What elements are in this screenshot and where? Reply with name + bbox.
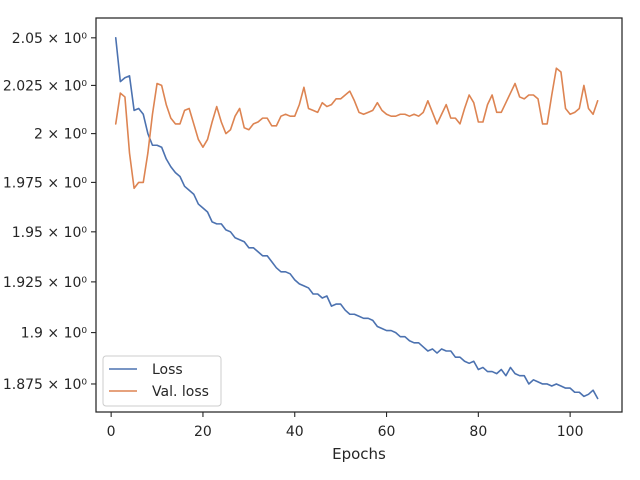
y-tick-label: 1.925 × 10⁰ [3, 275, 88, 291]
series-line-val-loss [114, 67, 599, 190]
plot-area [95, 17, 623, 413]
y-tick-label: 1.95 × 10⁰ [12, 225, 88, 241]
plot-frame [95, 17, 623, 413]
series-layer [114, 37, 599, 400]
x-tick-label: 80 [469, 424, 487, 440]
x-tick-label: 0 [107, 424, 116, 440]
y-tick-label: 1.9 × 10⁰ [21, 326, 88, 342]
series-line-loss [114, 37, 599, 400]
legend-label-val-loss: Val. loss [152, 384, 209, 400]
y-tick-label: 1.975 × 10⁰ [3, 175, 88, 191]
y-tick-label: 1.875 × 10⁰ [3, 377, 88, 393]
x-tick-label: 60 [378, 424, 396, 440]
x-axis: 0 20 40 60 80 100 [107, 412, 584, 440]
y-tick-label: 2.025 × 10⁰ [3, 78, 88, 94]
x-axis-label: Epochs [332, 445, 386, 463]
x-tick-label: 100 [557, 424, 584, 440]
y-axis: 1.875 × 10⁰ 1.9 × 10⁰ 1.925 × 10⁰ 1.95 × 10… [3, 31, 96, 393]
y-tick-label: 2.05 × 10⁰ [12, 31, 88, 47]
y-tick-label: 2 × 10⁰ [34, 127, 87, 143]
x-tick-label: 40 [286, 424, 304, 440]
legend-label-loss: Loss [152, 362, 183, 378]
x-tick-label: 20 [194, 424, 212, 440]
legend: Loss Val. loss [102, 355, 222, 407]
